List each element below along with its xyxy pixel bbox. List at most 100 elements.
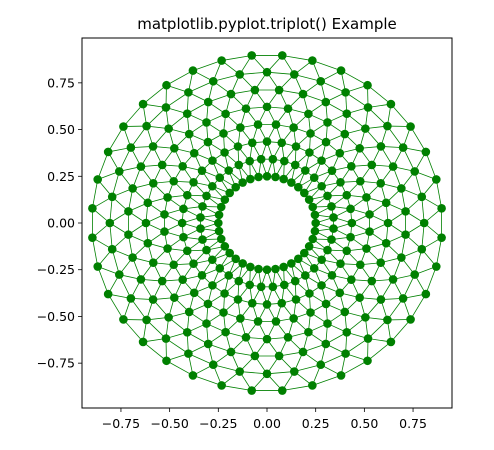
- mesh-point: [128, 184, 137, 193]
- mesh-point: [355, 176, 365, 186]
- mesh-edge: [130, 125, 147, 148]
- mesh-point: [215, 173, 225, 182]
- mesh-point: [336, 259, 345, 269]
- mesh-point: [362, 193, 371, 202]
- mesh-edge: [146, 319, 167, 339]
- mesh-point: [220, 195, 230, 204]
- mesh-point: [262, 369, 272, 379]
- mesh-edge: [294, 74, 321, 82]
- mesh-point: [355, 144, 365, 153]
- mesh-point: [231, 254, 241, 264]
- mesh-point: [279, 156, 289, 166]
- mesh-point: [184, 129, 194, 139]
- mesh-point: [355, 293, 365, 302]
- mesh-point: [271, 172, 280, 182]
- mesh-point: [346, 232, 355, 242]
- mesh-edge: [340, 360, 368, 376]
- mesh-edge: [320, 80, 346, 93]
- mesh-edge: [111, 171, 120, 197]
- y-tick-label: −0.25: [37, 262, 75, 277]
- mesh-edge: [97, 151, 109, 180]
- mesh-edge: [123, 319, 144, 343]
- mesh-point: [157, 276, 167, 286]
- mesh-point: [388, 162, 398, 171]
- mesh-point: [163, 193, 172, 202]
- mesh-edge: [118, 274, 132, 299]
- y-tick-label: 0.25: [47, 169, 75, 184]
- mesh-point: [410, 167, 420, 176]
- mesh-point: [208, 156, 217, 165]
- mesh-point: [298, 347, 308, 357]
- mesh-point: [291, 142, 301, 151]
- mesh-point: [88, 204, 97, 213]
- mesh-point: [119, 315, 128, 324]
- mesh-point: [247, 51, 257, 60]
- mesh-point: [365, 210, 374, 219]
- mesh-point: [241, 333, 251, 342]
- x-tick-label: 0.25: [302, 416, 330, 431]
- mesh-point: [208, 360, 218, 370]
- mesh-point: [383, 218, 393, 228]
- mesh-edge: [390, 319, 411, 343]
- mesh-point: [214, 226, 224, 236]
- mesh-point: [279, 262, 288, 272]
- mesh-point: [308, 234, 318, 244]
- mesh-point: [262, 137, 272, 146]
- mesh-edge: [166, 360, 194, 376]
- y-tick-label: −0.75: [37, 356, 75, 371]
- mesh-point: [214, 218, 223, 228]
- mesh-point: [254, 172, 263, 182]
- x-axis: −0.75 −0.50 −0.25 0.00 0.25 0.50 0.75: [102, 408, 427, 431]
- mesh-point: [203, 137, 213, 147]
- mesh-edge: [414, 171, 423, 197]
- x-tick-label: −0.50: [150, 416, 188, 431]
- mesh-point: [126, 294, 136, 303]
- mesh-point: [182, 246, 192, 256]
- mesh-point: [197, 166, 207, 175]
- mesh-point: [342, 246, 352, 256]
- mesh-point: [157, 160, 167, 170]
- mesh-point: [291, 295, 301, 304]
- mesh-point: [225, 248, 235, 258]
- mesh-edge: [109, 222, 113, 250]
- mesh-point: [262, 265, 272, 275]
- mesh-point: [383, 315, 392, 325]
- mesh-edge: [367, 107, 388, 127]
- mesh-point: [321, 137, 331, 147]
- mesh-edge: [109, 196, 113, 224]
- mesh-point: [340, 129, 350, 139]
- mesh-point: [128, 253, 137, 262]
- mesh-point: [308, 56, 317, 65]
- x-tick-label: −0.75: [102, 416, 140, 431]
- mesh-point: [203, 339, 213, 349]
- mesh-point: [283, 104, 293, 113]
- mesh-point: [184, 349, 193, 358]
- mesh-point: [189, 259, 198, 269]
- mesh-edge: [107, 293, 124, 320]
- mesh-point: [148, 142, 158, 151]
- mesh-point: [363, 334, 373, 343]
- mesh-point: [397, 184, 406, 193]
- mesh-point: [293, 182, 303, 192]
- mesh-edge: [390, 103, 411, 127]
- mesh-point: [170, 293, 179, 302]
- mesh-point: [289, 367, 299, 376]
- mesh-point: [304, 242, 314, 251]
- mesh-point: [342, 109, 352, 118]
- mesh-point: [220, 242, 230, 251]
- mesh-point: [336, 66, 346, 75]
- mesh-point: [126, 143, 136, 152]
- mesh-point: [289, 70, 299, 79]
- mesh-edge: [188, 80, 214, 93]
- mesh-point: [342, 328, 352, 337]
- mesh-edge: [435, 237, 442, 267]
- mesh-point: [236, 314, 245, 323]
- mesh-edge: [320, 353, 346, 366]
- mesh-point: [299, 248, 309, 258]
- mesh-point: [247, 138, 257, 148]
- mesh-point: [202, 319, 211, 328]
- mesh-point: [299, 188, 309, 198]
- mesh-point: [365, 227, 374, 236]
- mesh-point: [383, 121, 392, 131]
